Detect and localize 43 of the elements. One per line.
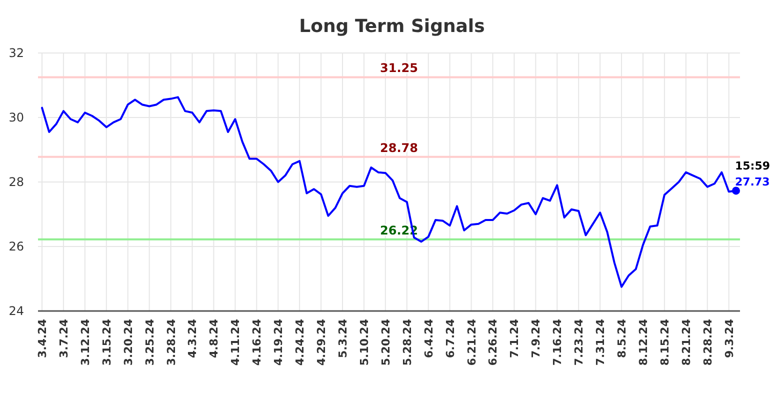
x-tick-label: 8.15.24: [658, 318, 672, 366]
x-tick-label: 9.3.24: [722, 318, 736, 358]
y-tick-label: 32: [8, 46, 24, 60]
x-tick-label: 6.4.24: [422, 318, 436, 358]
x-tick-label: 5.3.24: [336, 318, 350, 358]
x-tick-label: 8.12.24: [636, 318, 650, 366]
x-tick-label: 3.4.24: [36, 318, 49, 358]
x-tick-label: 8.21.24: [680, 318, 693, 366]
y-tick-label: 28: [8, 175, 24, 189]
ref-line-label: 28.78: [380, 140, 418, 155]
x-tick-label: 4.8.24: [208, 318, 221, 358]
x-tick-label: 6.7.24: [444, 318, 457, 358]
x-tick-label: 5.28.24: [400, 318, 414, 366]
x-tick-label: 3.28.24: [164, 318, 178, 366]
x-tick-label: 7.9.24: [530, 318, 543, 358]
x-tick-label: 3.20.24: [122, 318, 135, 366]
x-tick-label: 7.16.24: [551, 318, 564, 366]
x-tick-label: 5.20.24: [379, 318, 392, 366]
data-label: 27.73: [735, 176, 770, 189]
x-tick-label: 5.10.24: [358, 318, 371, 366]
x-tick-label: 3.25.24: [143, 318, 156, 366]
ref-line-label: 31.25: [380, 61, 418, 76]
x-tick-label: 3.15.24: [100, 318, 114, 366]
x-tick-label: 7.23.24: [572, 318, 586, 366]
x-tick-label: 4.19.24: [272, 318, 286, 366]
annotation: 15:59: [735, 160, 770, 173]
x-tick-label: 6.21.24: [465, 318, 478, 366]
x-tick-label: 4.16.24: [250, 318, 264, 366]
x-tick-label: 3.12.24: [78, 318, 92, 366]
y-tick-label: 26: [8, 240, 24, 254]
x-tick-label: 8.5.24: [616, 318, 629, 358]
x-tick-label: 4.29.24: [315, 318, 328, 366]
x-tick-label: 3.7.24: [57, 318, 70, 358]
x-tick-label: 7.1.24: [508, 318, 522, 358]
x-tick-label: 4.3.24: [186, 318, 200, 358]
x-tick-label: 8.28.24: [701, 318, 714, 366]
x-tick-label: 4.24.24: [294, 318, 307, 366]
x-tick-label: 4.11.24: [229, 318, 242, 366]
x-tick-label: 7.31.24: [594, 318, 608, 366]
y-tick-label: 30: [8, 110, 24, 124]
y-tick-label: 24: [8, 304, 24, 318]
x-tick-label: 6.26.24: [486, 318, 500, 366]
chart-title: Long Term Signals: [299, 16, 485, 37]
